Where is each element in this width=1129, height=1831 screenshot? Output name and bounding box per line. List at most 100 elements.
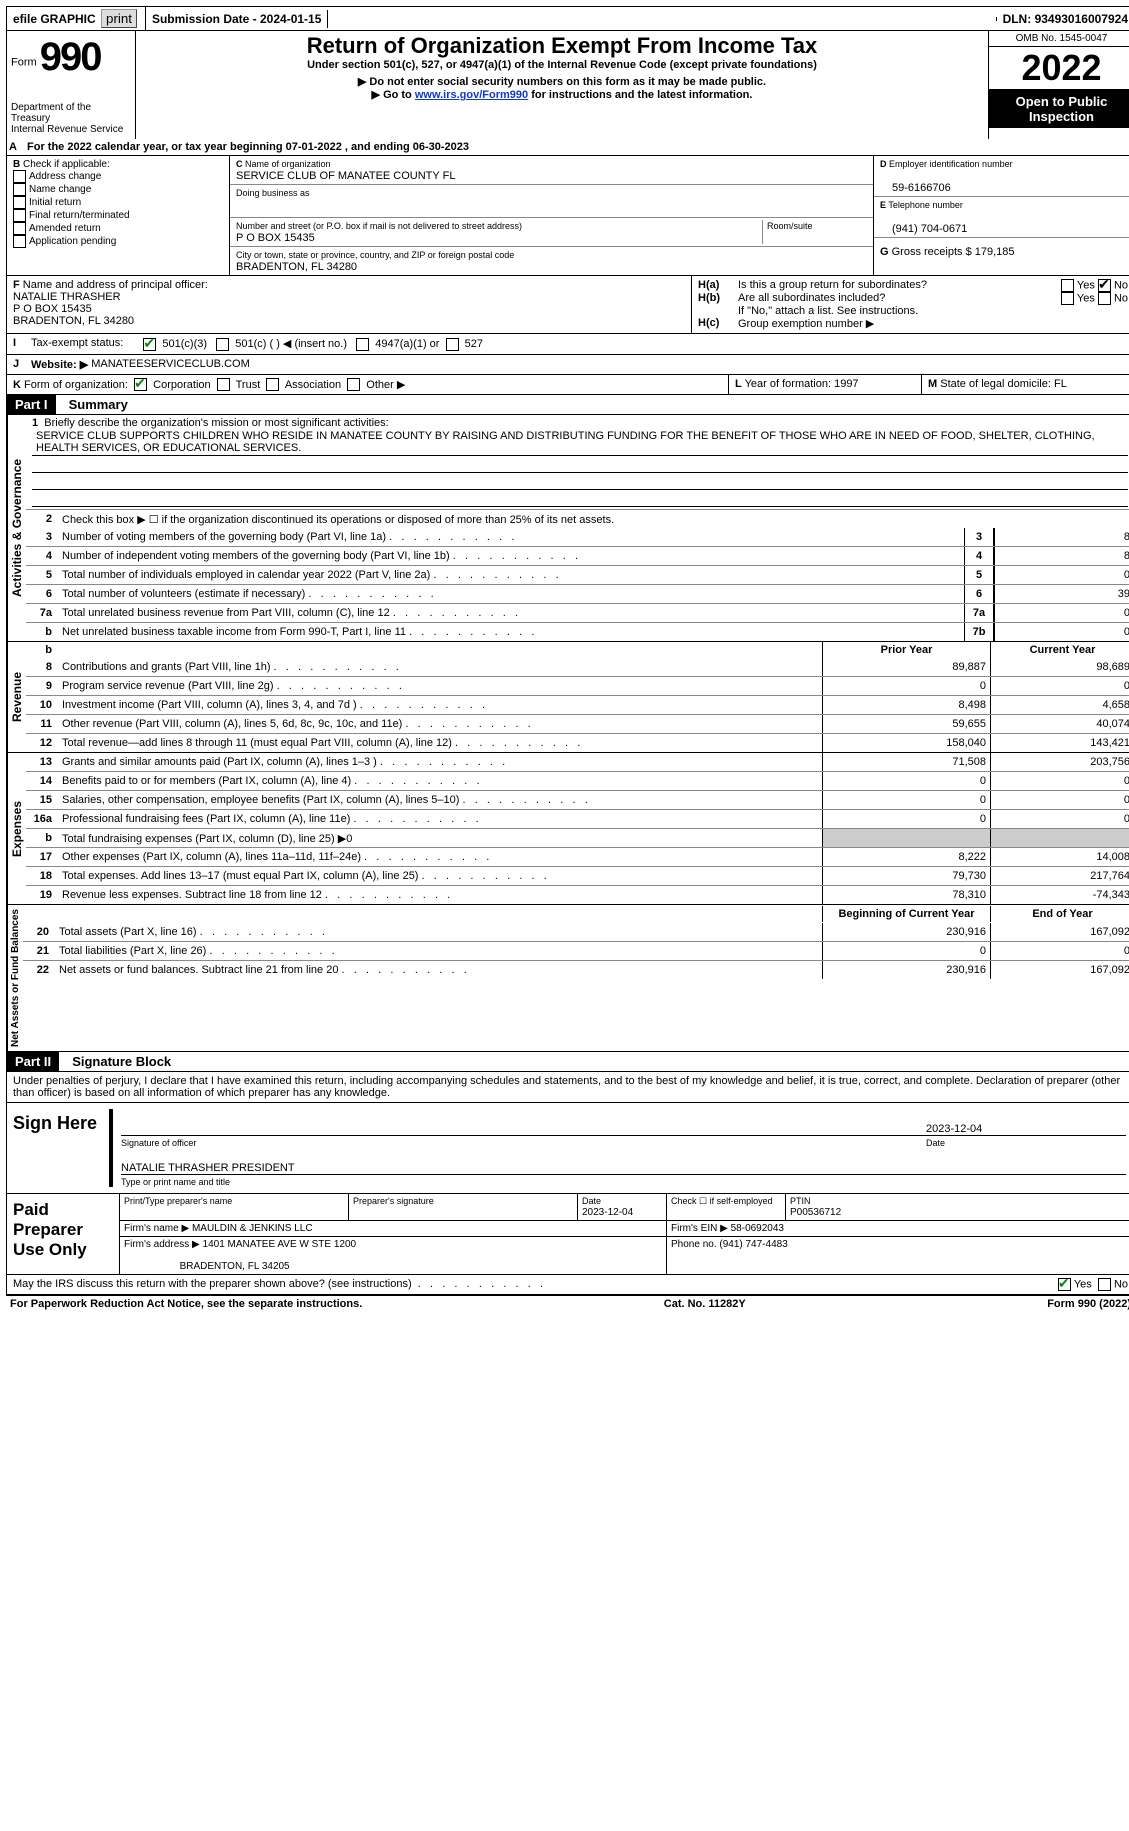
ptin-value: P00536712 bbox=[790, 1207, 841, 1218]
checkbox-name-change[interactable] bbox=[13, 183, 26, 196]
open-public: Open to Public Inspection bbox=[989, 90, 1129, 128]
firm-name: MAULDIN & JENKINS LLC bbox=[192, 1223, 313, 1234]
org-name: SERVICE CLUB OF MANATEE COUNTY FL bbox=[236, 170, 455, 182]
submission-label: Submission Date - bbox=[152, 12, 260, 26]
k-corp[interactable] bbox=[134, 378, 147, 391]
i-501c[interactable] bbox=[216, 338, 229, 351]
org-address: P O BOX 15435 bbox=[236, 232, 315, 244]
form-subtitle: Under section 501(c), 527, or 4947(a)(1)… bbox=[144, 59, 980, 71]
firm-phone: (941) 747-4483 bbox=[719, 1239, 787, 1250]
side-netassets: Net Assets or Fund Balances bbox=[7, 905, 23, 1051]
check-self: Check ☐ if self-employed bbox=[671, 1196, 773, 1206]
m-value: FL bbox=[1054, 378, 1067, 390]
sig-date-label: Date bbox=[926, 1138, 1126, 1148]
dln-label: DLN: bbox=[1003, 12, 1035, 26]
sig-date: 2023-12-04 bbox=[926, 1123, 1126, 1135]
officer-name: NATALIE THRASHER bbox=[13, 291, 121, 303]
checkbox-amended[interactable] bbox=[13, 222, 26, 235]
hb-label: Are all subordinates included? bbox=[738, 292, 1061, 305]
tax-year: 2022 bbox=[989, 47, 1129, 90]
l-value: 1997 bbox=[834, 378, 858, 390]
submission-date: 2024-01-15 bbox=[260, 12, 321, 26]
ha-label: Is this a group return for subordinates? bbox=[738, 279, 1061, 292]
checkbox-address-change[interactable] bbox=[13, 170, 26, 183]
website-value: MANATEESERVICECLUB.COM bbox=[91, 358, 250, 371]
g-label: Gross receipts $ bbox=[892, 246, 975, 258]
side-activities: Activities & Governance bbox=[7, 415, 26, 641]
hb-yes[interactable] bbox=[1061, 292, 1074, 305]
gross-receipts: 179,185 bbox=[975, 246, 1015, 258]
warn-2-pre: Go to bbox=[383, 89, 415, 101]
form-header: Form 990 Department of the Treasury Inte… bbox=[6, 31, 1129, 139]
prep-date: 2023-12-04 bbox=[582, 1207, 633, 1218]
b-label: Check if applicable: bbox=[23, 159, 110, 170]
dba-label: Doing business as bbox=[236, 188, 310, 198]
checkbox-final-return[interactable] bbox=[13, 209, 26, 222]
beg-year-header: Beginning of Current Year bbox=[822, 906, 990, 922]
i-4947[interactable] bbox=[356, 338, 369, 351]
firm-name-label: Firm's name ▶ bbox=[124, 1223, 192, 1234]
print-button[interactable]: print bbox=[101, 9, 137, 28]
part2-subtitle: Signature Block bbox=[62, 1054, 171, 1069]
k-assoc[interactable] bbox=[266, 378, 279, 391]
phone-value: (941) 704-0671 bbox=[880, 223, 967, 235]
may-irs: May the IRS discuss this return with the… bbox=[13, 1278, 412, 1290]
k-trust[interactable] bbox=[217, 378, 230, 391]
penalty-text: Under penalties of perjury, I declare th… bbox=[7, 1072, 1129, 1103]
part1-header: Part I bbox=[7, 395, 56, 414]
type-name-label: Type or print name and title bbox=[121, 1177, 1126, 1187]
irs-yes[interactable] bbox=[1058, 1278, 1071, 1291]
entity-block: B Check if applicable: Address change Na… bbox=[6, 156, 1129, 276]
end-year-header: End of Year bbox=[990, 906, 1129, 922]
i-527[interactable] bbox=[446, 338, 459, 351]
ha-yes[interactable] bbox=[1061, 279, 1074, 292]
prep-sig-label: Preparer's signature bbox=[353, 1196, 434, 1206]
firm-addr1: 1401 MANATEE AVE W STE 1200 bbox=[203, 1239, 357, 1250]
side-expenses: Expenses bbox=[7, 753, 26, 904]
tax-year-line: For the 2022 calendar year, or tax year … bbox=[27, 141, 469, 153]
room-label: Room/suite bbox=[767, 221, 813, 231]
e-label: Telephone number bbox=[888, 200, 963, 210]
ptin-label: PTIN bbox=[790, 1196, 811, 1206]
dln-value: 93493016007924 bbox=[1035, 12, 1128, 26]
firm-addr2: BRADENTON, FL 34205 bbox=[180, 1261, 290, 1272]
sign-here: Sign Here bbox=[7, 1103, 109, 1193]
ein-value: 59-6166706 bbox=[880, 182, 951, 194]
officer-addr2: BRADENTON, FL 34280 bbox=[13, 315, 134, 327]
irs-label: Internal Revenue Service bbox=[11, 124, 131, 135]
addr-label: Number and street (or P.O. box if mail i… bbox=[236, 221, 522, 231]
warn-1: Do not enter social security numbers on … bbox=[369, 76, 766, 88]
form-footer: Form 990 (2022) bbox=[1047, 1298, 1129, 1310]
officer-addr1: P O BOX 15435 bbox=[13, 303, 92, 315]
part2-header: Part II bbox=[7, 1052, 59, 1071]
prep-name-label: Print/Type preparer's name bbox=[124, 1196, 232, 1206]
city-label: City or town, state or province, country… bbox=[236, 250, 514, 260]
hb-no[interactable] bbox=[1098, 292, 1111, 305]
l-label: Year of formation: bbox=[745, 378, 834, 390]
l2-text: Check this box ▶ ☐ if the organization d… bbox=[58, 512, 1129, 527]
part1-subtitle: Summary bbox=[59, 397, 128, 412]
warn-2-post: for instructions and the latest informat… bbox=[528, 89, 752, 101]
sig-officer-label: Signature of officer bbox=[121, 1138, 926, 1148]
paid-preparer: Paid Preparer Use Only bbox=[7, 1194, 120, 1274]
prior-year-header: Prior Year bbox=[822, 642, 990, 658]
irs-no[interactable] bbox=[1098, 1278, 1111, 1291]
f-label: Name and address of principal officer: bbox=[23, 279, 208, 291]
efile-label: efile GRAPHIC bbox=[13, 12, 96, 26]
side-revenue: Revenue bbox=[7, 642, 26, 752]
form-number: 990 bbox=[40, 35, 101, 79]
k-other[interactable] bbox=[347, 378, 360, 391]
d-label: Employer identification number bbox=[889, 159, 1013, 169]
cat-no: Cat. No. 11282Y bbox=[664, 1298, 746, 1310]
k-label: Form of organization: bbox=[24, 379, 128, 391]
ha-no[interactable] bbox=[1098, 279, 1111, 292]
top-bar: efile GRAPHIC print Submission Date - 20… bbox=[6, 6, 1129, 31]
checkbox-initial-return[interactable] bbox=[13, 196, 26, 209]
hc-label: Group exemption number ▶ bbox=[738, 317, 874, 330]
omb-value: 1545-0047 bbox=[1060, 33, 1108, 44]
irs-link[interactable]: www.irs.gov/Form990 bbox=[415, 89, 528, 101]
mission-text: SERVICE CLUB SUPPORTS CHILDREN WHO RESID… bbox=[32, 429, 1128, 456]
checkbox-app-pending[interactable] bbox=[13, 235, 26, 248]
i-501c3[interactable] bbox=[143, 338, 156, 351]
l1-label: Briefly describe the organization's miss… bbox=[44, 417, 388, 429]
